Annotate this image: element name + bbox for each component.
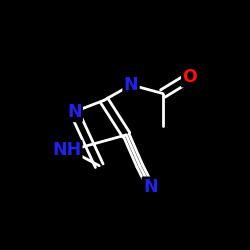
Text: N: N — [124, 76, 138, 94]
Text: NH: NH — [52, 141, 81, 159]
Text: N: N — [143, 178, 158, 196]
Text: O: O — [182, 68, 197, 86]
Text: N: N — [67, 103, 82, 121]
